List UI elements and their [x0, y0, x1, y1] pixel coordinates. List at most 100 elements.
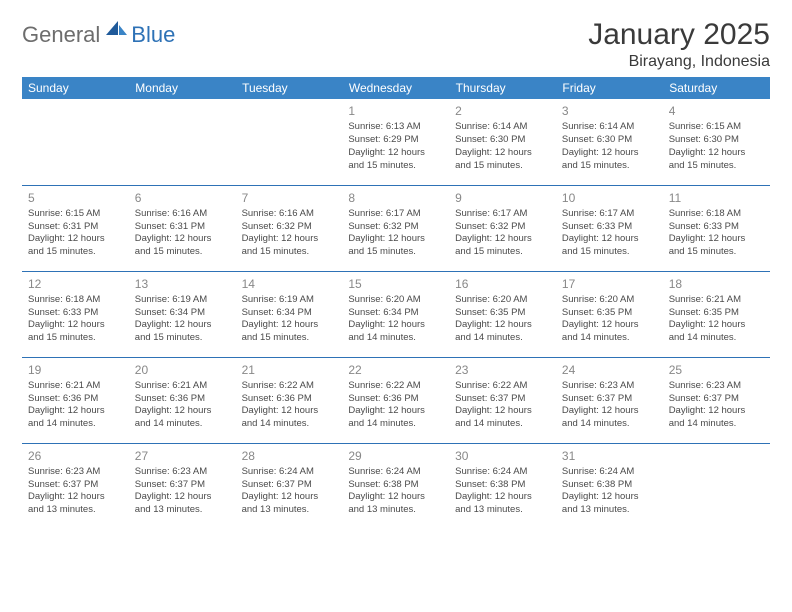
sunrise-text: Sunrise: 6:17 AM	[348, 208, 443, 221]
calendar-cell: 20Sunrise: 6:21 AMSunset: 6:36 PMDayligh…	[129, 357, 236, 443]
day-number: 11	[669, 190, 764, 206]
daylight-text: Daylight: 12 hours and 15 minutes.	[669, 147, 764, 173]
calendar-cell: 13Sunrise: 6:19 AMSunset: 6:34 PMDayligh…	[129, 271, 236, 357]
calendar-cell: 21Sunrise: 6:22 AMSunset: 6:36 PMDayligh…	[236, 357, 343, 443]
sunrise-text: Sunrise: 6:22 AM	[455, 380, 550, 393]
daylight-text: Daylight: 12 hours and 14 minutes.	[135, 405, 230, 431]
sunset-text: Sunset: 6:34 PM	[242, 307, 337, 320]
calendar-row: 19Sunrise: 6:21 AMSunset: 6:36 PMDayligh…	[22, 357, 770, 443]
sunrise-text: Sunrise: 6:24 AM	[455, 466, 550, 479]
calendar-cell: 12Sunrise: 6:18 AMSunset: 6:33 PMDayligh…	[22, 271, 129, 357]
daylight-text: Daylight: 12 hours and 14 minutes.	[562, 319, 657, 345]
daylight-text: Daylight: 12 hours and 15 minutes.	[135, 319, 230, 345]
sunset-text: Sunset: 6:31 PM	[135, 221, 230, 234]
calendar-cell	[129, 99, 236, 185]
sunset-text: Sunset: 6:29 PM	[348, 134, 443, 147]
sunrise-text: Sunrise: 6:23 AM	[669, 380, 764, 393]
calendar-row: 26Sunrise: 6:23 AMSunset: 6:37 PMDayligh…	[22, 443, 770, 529]
sunset-text: Sunset: 6:30 PM	[669, 134, 764, 147]
daylight-text: Daylight: 12 hours and 13 minutes.	[348, 491, 443, 517]
day-number: 20	[135, 362, 230, 378]
sunrise-text: Sunrise: 6:21 AM	[669, 294, 764, 307]
day-number: 17	[562, 276, 657, 292]
sunrise-text: Sunrise: 6:16 AM	[135, 208, 230, 221]
daylight-text: Daylight: 12 hours and 15 minutes.	[28, 233, 123, 259]
calendar-cell: 22Sunrise: 6:22 AMSunset: 6:36 PMDayligh…	[342, 357, 449, 443]
sunrise-text: Sunrise: 6:20 AM	[455, 294, 550, 307]
calendar-cell: 25Sunrise: 6:23 AMSunset: 6:37 PMDayligh…	[663, 357, 770, 443]
sunrise-text: Sunrise: 6:15 AM	[28, 208, 123, 221]
calendar-cell: 2Sunrise: 6:14 AMSunset: 6:30 PMDaylight…	[449, 99, 556, 185]
day-number: 8	[348, 190, 443, 206]
daylight-text: Daylight: 12 hours and 14 minutes.	[455, 319, 550, 345]
sunset-text: Sunset: 6:32 PM	[242, 221, 337, 234]
calendar-cell: 27Sunrise: 6:23 AMSunset: 6:37 PMDayligh…	[129, 443, 236, 529]
sunset-text: Sunset: 6:37 PM	[562, 393, 657, 406]
weekday-header: Wednesday	[342, 77, 449, 99]
daylight-text: Daylight: 12 hours and 14 minutes.	[28, 405, 123, 431]
day-number: 4	[669, 103, 764, 119]
day-number: 15	[348, 276, 443, 292]
sunrise-text: Sunrise: 6:23 AM	[135, 466, 230, 479]
sunset-text: Sunset: 6:37 PM	[455, 393, 550, 406]
calendar-cell: 31Sunrise: 6:24 AMSunset: 6:38 PMDayligh…	[556, 443, 663, 529]
calendar-page: General Blue January 2025 Birayang, Indo…	[0, 0, 792, 612]
calendar-cell: 15Sunrise: 6:20 AMSunset: 6:34 PMDayligh…	[342, 271, 449, 357]
calendar-cell: 14Sunrise: 6:19 AMSunset: 6:34 PMDayligh…	[236, 271, 343, 357]
calendar-cell: 10Sunrise: 6:17 AMSunset: 6:33 PMDayligh…	[556, 185, 663, 271]
sunset-text: Sunset: 6:36 PM	[348, 393, 443, 406]
calendar-cell	[236, 99, 343, 185]
sunrise-text: Sunrise: 6:17 AM	[455, 208, 550, 221]
sunset-text: Sunset: 6:37 PM	[242, 479, 337, 492]
calendar-cell: 26Sunrise: 6:23 AMSunset: 6:37 PMDayligh…	[22, 443, 129, 529]
daylight-text: Daylight: 12 hours and 15 minutes.	[562, 233, 657, 259]
calendar-table: Sunday Monday Tuesday Wednesday Thursday…	[22, 77, 770, 529]
daylight-text: Daylight: 12 hours and 15 minutes.	[348, 147, 443, 173]
daylight-text: Daylight: 12 hours and 15 minutes.	[28, 319, 123, 345]
weekday-header: Saturday	[663, 77, 770, 99]
month-title: January 2025	[588, 18, 770, 51]
daylight-text: Daylight: 12 hours and 15 minutes.	[455, 233, 550, 259]
calendar-cell: 19Sunrise: 6:21 AMSunset: 6:36 PMDayligh…	[22, 357, 129, 443]
sunset-text: Sunset: 6:32 PM	[348, 221, 443, 234]
day-number: 26	[28, 448, 123, 464]
day-number: 1	[348, 103, 443, 119]
weekday-header: Thursday	[449, 77, 556, 99]
day-number: 29	[348, 448, 443, 464]
daylight-text: Daylight: 12 hours and 14 minutes.	[242, 405, 337, 431]
sunrise-text: Sunrise: 6:14 AM	[562, 121, 657, 134]
day-number: 24	[562, 362, 657, 378]
calendar-row: 5Sunrise: 6:15 AMSunset: 6:31 PMDaylight…	[22, 185, 770, 271]
sunset-text: Sunset: 6:33 PM	[28, 307, 123, 320]
day-number: 9	[455, 190, 550, 206]
day-number: 3	[562, 103, 657, 119]
sunrise-text: Sunrise: 6:20 AM	[348, 294, 443, 307]
day-number: 27	[135, 448, 230, 464]
sunset-text: Sunset: 6:30 PM	[455, 134, 550, 147]
day-number: 25	[669, 362, 764, 378]
sunrise-text: Sunrise: 6:13 AM	[348, 121, 443, 134]
sunset-text: Sunset: 6:37 PM	[135, 479, 230, 492]
location-label: Birayang, Indonesia	[588, 53, 770, 71]
sunrise-text: Sunrise: 6:21 AM	[28, 380, 123, 393]
day-number: 10	[562, 190, 657, 206]
title-block: January 2025 Birayang, Indonesia	[588, 18, 770, 71]
daylight-text: Daylight: 12 hours and 15 minutes.	[135, 233, 230, 259]
calendar-cell: 6Sunrise: 6:16 AMSunset: 6:31 PMDaylight…	[129, 185, 236, 271]
sunrise-text: Sunrise: 6:24 AM	[562, 466, 657, 479]
weekday-header: Friday	[556, 77, 663, 99]
day-number: 31	[562, 448, 657, 464]
calendar-cell: 29Sunrise: 6:24 AMSunset: 6:38 PMDayligh…	[342, 443, 449, 529]
sunrise-text: Sunrise: 6:15 AM	[669, 121, 764, 134]
calendar-cell: 18Sunrise: 6:21 AMSunset: 6:35 PMDayligh…	[663, 271, 770, 357]
sunrise-text: Sunrise: 6:16 AM	[242, 208, 337, 221]
daylight-text: Daylight: 12 hours and 14 minutes.	[348, 319, 443, 345]
day-number: 23	[455, 362, 550, 378]
calendar-cell: 11Sunrise: 6:18 AMSunset: 6:33 PMDayligh…	[663, 185, 770, 271]
daylight-text: Daylight: 12 hours and 15 minutes.	[242, 319, 337, 345]
calendar-cell: 9Sunrise: 6:17 AMSunset: 6:32 PMDaylight…	[449, 185, 556, 271]
daylight-text: Daylight: 12 hours and 15 minutes.	[562, 147, 657, 173]
weekday-header: Monday	[129, 77, 236, 99]
day-number: 22	[348, 362, 443, 378]
sunrise-text: Sunrise: 6:23 AM	[562, 380, 657, 393]
